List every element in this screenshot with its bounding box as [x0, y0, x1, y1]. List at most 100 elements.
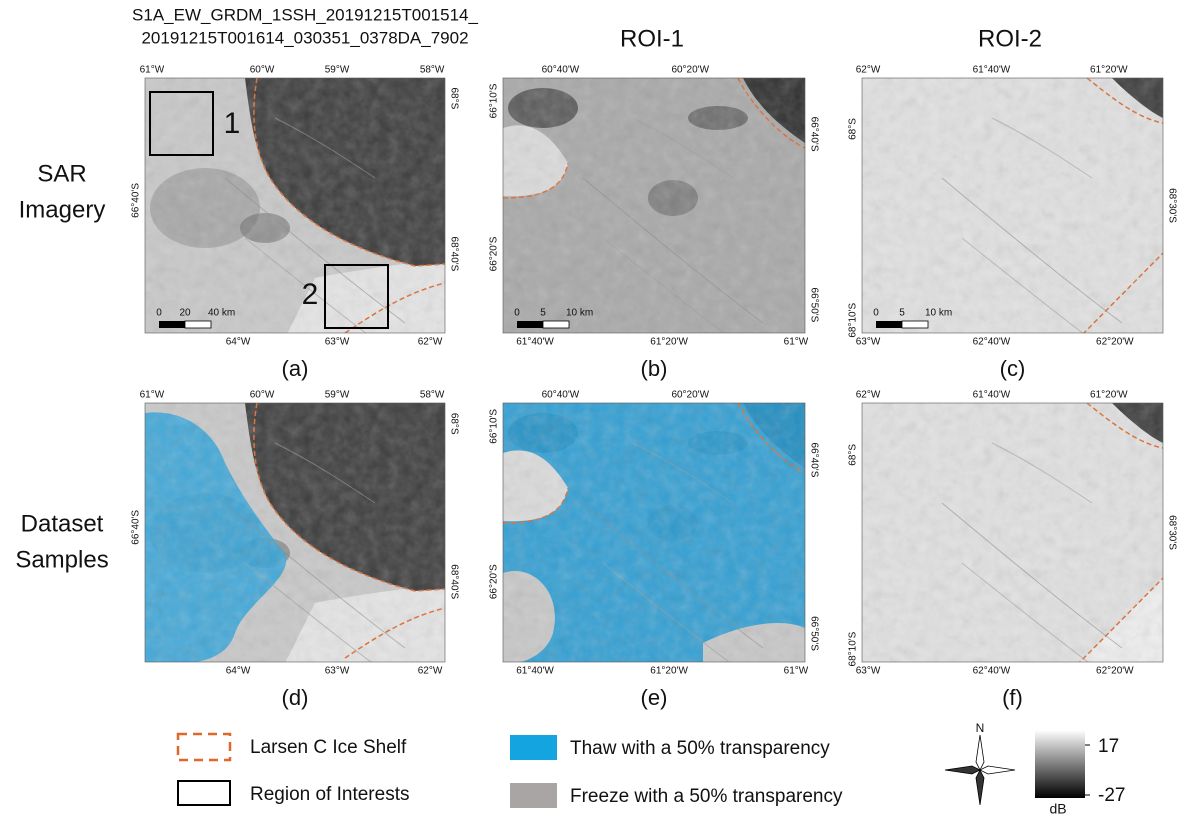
bottom-tick-label: 61°40'W: [516, 666, 554, 677]
bottom-tick-label: 61°W: [784, 666, 809, 677]
left-tick-label: 66°10'S: [489, 409, 500, 444]
map-panel: [503, 78, 805, 340]
row-label: Imagery: [19, 196, 106, 223]
scale-bar-dark: [517, 321, 543, 328]
bottom-tick-label: 62°W: [418, 666, 443, 677]
header-line: 20191215T001614_030351_0378DA_7902: [141, 28, 468, 47]
top-tick-label: 60°40'W: [542, 65, 580, 76]
texture: [862, 78, 1163, 333]
right-tick-label: 68°30'S: [1166, 515, 1177, 550]
colorbar: [1035, 730, 1085, 798]
colorbar-unit: dB: [1049, 801, 1066, 816]
top-tick-label: 60°W: [250, 65, 275, 76]
scale-bar-light: [543, 321, 569, 328]
top-tick-label: 61°20'W: [1090, 65, 1128, 76]
bottom-tick-label: 61°20'W: [650, 337, 688, 348]
panel-label: (e): [641, 685, 668, 710]
left-tick-label: 68°10'S: [848, 303, 859, 338]
top-tick-label: 61°40'W: [973, 65, 1011, 76]
right-tick-label: 68°S: [448, 88, 459, 110]
row-label: Dataset: [21, 510, 104, 537]
legend-swatch-dashed: [178, 734, 230, 760]
left-tick-label: 66°40'S: [131, 183, 142, 218]
top-tick-label: 62°W: [856, 390, 881, 401]
scale-bar-light: [902, 321, 928, 328]
bottom-tick-label: 61°20'W: [650, 666, 688, 677]
panel-label: (c): [1000, 356, 1026, 381]
left-tick-label: 66°10'S: [489, 83, 500, 118]
bottom-tick-label: 63°W: [856, 337, 881, 348]
bottom-tick-label: 63°W: [325, 666, 350, 677]
top-tick-label: 61°W: [140, 390, 165, 401]
right-tick-label: 68°30'S: [1166, 188, 1177, 223]
left-tick-label: 68°S: [848, 118, 859, 140]
scale-bar-label: 40 km: [208, 308, 235, 319]
scale-bar-label: 10 km: [925, 308, 952, 319]
panel-label: (f): [1002, 685, 1023, 710]
top-tick-label: 58°W: [420, 390, 445, 401]
scale-bar-label: 0: [514, 308, 520, 319]
top-tick-label: 58°W: [420, 65, 445, 76]
scale-bar-label: 0: [873, 308, 879, 319]
legend-swatch-freeze: [510, 783, 557, 808]
right-tick-label: 68°S: [448, 413, 459, 435]
scale-bar-label: 0: [156, 308, 162, 319]
top-tick-label: 61°20'W: [1090, 390, 1128, 401]
bottom-tick-label: 61°40'W: [516, 337, 554, 348]
bottom-tick-label: 64°W: [226, 666, 251, 677]
right-tick-label: 68°40'S: [448, 237, 459, 272]
right-tick-label: 66°40'S: [808, 443, 819, 478]
map-panel: [503, 403, 805, 665]
top-tick-label: 60°40'W: [542, 390, 580, 401]
bottom-tick-label: 62°40'W: [973, 666, 1011, 677]
bottom-tick-label: 62°40'W: [973, 337, 1011, 348]
legend-text: Thaw with a 50% transparency: [570, 738, 830, 759]
panel-label: (a): [282, 356, 309, 381]
figure: S1A_EW_GRDM_1SSH_20191215T001514_ 201912…: [0, 0, 1184, 816]
scale-bar-label: 20: [179, 308, 191, 319]
row-label: Samples: [15, 546, 108, 573]
bottom-tick-label: 63°W: [856, 666, 881, 677]
map-panel: [862, 403, 1163, 665]
bottom-tick-label: 63°W: [325, 337, 350, 348]
panel-label: (b): [641, 356, 668, 381]
texture: [503, 403, 805, 662]
roi-box-label: 2: [302, 278, 319, 311]
legend-text: Larsen C Ice Shelf: [250, 737, 407, 758]
column-title: ROI-2: [978, 25, 1042, 52]
texture: [145, 403, 445, 662]
top-tick-label: 59°W: [325, 65, 350, 76]
top-tick-label: 60°20'W: [671, 390, 709, 401]
scale-bar-label: 5: [540, 308, 546, 319]
legend-text: Region of Interests: [250, 784, 409, 805]
colorbar-label: 17: [1098, 736, 1119, 757]
left-tick-label: 66°20'S: [489, 236, 500, 271]
row-label: SAR: [37, 160, 86, 187]
legend-swatch-thaw: [510, 735, 557, 760]
left-tick-label: 68°10'S: [848, 631, 859, 666]
bottom-tick-label: 64°W: [226, 337, 251, 348]
texture: [145, 78, 445, 333]
top-tick-label: 61°40'W: [973, 390, 1011, 401]
colorbar-label: -27: [1098, 785, 1125, 806]
bottom-tick-label: 61°W: [784, 337, 809, 348]
legend-text: Freeze with a 50% transparency: [570, 786, 843, 807]
header-line: S1A_EW_GRDM_1SSH_20191215T001514_: [132, 5, 478, 24]
bottom-tick-label: 62°20'W: [1096, 666, 1134, 677]
compass-label: N: [976, 721, 985, 735]
right-tick-label: 66°40'S: [808, 117, 819, 152]
scale-bar-light: [185, 321, 211, 328]
map-panel: [145, 78, 445, 340]
texture: [503, 78, 805, 333]
scale-bar-label: 10 km: [566, 308, 593, 319]
left-tick-label: 68°S: [848, 444, 859, 466]
left-tick-label: 66°40'S: [131, 510, 142, 545]
texture: [862, 403, 1163, 662]
top-tick-label: 60°W: [250, 390, 275, 401]
compass: [945, 735, 1015, 805]
scale-bar-dark: [159, 321, 185, 328]
right-tick-label: 68°40'S: [448, 564, 459, 599]
scale-bar-label: 5: [899, 308, 905, 319]
top-tick-label: 62°W: [856, 65, 881, 76]
map-panel: [862, 78, 1163, 340]
